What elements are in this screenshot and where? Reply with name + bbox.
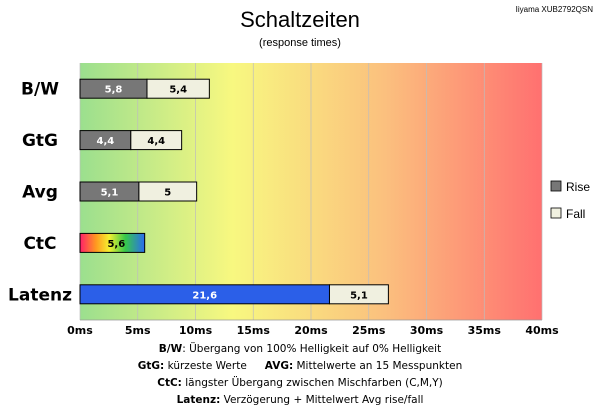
bar-value-label: 21,6 [192, 290, 217, 301]
bars: 5,8 5,4 4,4 4,4 5,1 5 5,6 21,6 5,1 [79, 78, 389, 305]
monitor-model: Iiyama XUB2792QSN [516, 5, 594, 14]
bar-fall [146, 78, 210, 99]
category-label: B/W [21, 80, 59, 100]
bar-fall [130, 130, 183, 151]
x-tick-label: 0ms [67, 324, 93, 337]
chart-title: Schaltzeiten [240, 7, 360, 32]
x-tick-label: 30ms [410, 324, 444, 337]
x-tick-label: 10ms [179, 324, 213, 337]
bar-value-label: 4,4 [147, 136, 165, 147]
chart-subtitle: (response times) [259, 37, 341, 49]
x-tick-labels: 0ms 5ms 10ms 15ms 20ms 25ms 30ms 35ms 40ms [67, 324, 559, 337]
x-tick-label: 15ms [237, 324, 271, 337]
bar-value-label: 5,6 [107, 239, 125, 250]
category-label: GtG [22, 131, 58, 151]
bar-fall [138, 181, 198, 202]
x-tick-label: 5ms [125, 324, 151, 337]
category-labels: B/W GtG Avg CtC Latenz [8, 80, 72, 306]
note-ctc: CtC: längster Übergang zwischen Mischfar… [157, 376, 443, 389]
bar-value-label: 5,1 [101, 188, 119, 199]
note-latenz: Latenz: Verzögerung + Mittelwert Avg ris… [177, 394, 424, 406]
legend-label-fall: Fall [566, 207, 585, 221]
x-tick-label: 35ms [468, 324, 502, 337]
bar-value-label: 5 [164, 188, 171, 199]
legend: Rise Fall [550, 180, 590, 221]
notes: B/W: Übergang von 100% Helligkeit auf 0%… [138, 342, 462, 406]
bar-value-label: 5,8 [105, 85, 123, 96]
category-label: Avg [22, 183, 58, 203]
legend-label-rise: Rise [566, 180, 590, 194]
legend-swatch-rise [550, 180, 562, 192]
x-tick-label: 20ms [294, 324, 328, 337]
bar-value-label: 4,4 [97, 136, 115, 147]
x-tick-label: 40ms [525, 324, 559, 337]
category-label: CtC [23, 234, 56, 254]
bar-value-label: 5,1 [350, 290, 368, 301]
bar-value-label: 5,4 [169, 85, 187, 96]
legend-swatch-fall [550, 207, 562, 219]
category-label: Latenz [8, 285, 72, 305]
bar-fall [328, 284, 389, 305]
note-bw: B/W: Übergang von 100% Helligkeit auf 0%… [159, 342, 441, 355]
note-gtg-avg: GtG: kürzeste Werte AVG: Mittelwerte an 1… [138, 360, 462, 372]
x-tick-label: 25ms [352, 324, 386, 337]
bar-ctc [79, 232, 146, 253]
